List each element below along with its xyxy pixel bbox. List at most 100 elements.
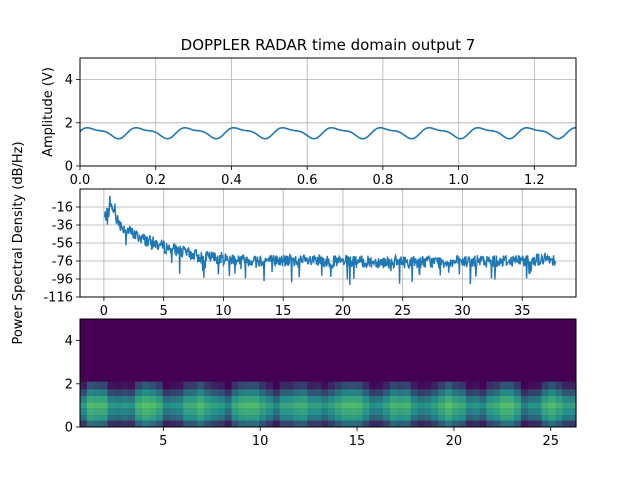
spectrogram-cell xyxy=(458,415,467,421)
spectrogram-cell xyxy=(266,420,274,427)
spectrogram-cell xyxy=(272,395,281,403)
spectrogram-cell xyxy=(183,402,191,409)
spectrogram-cell xyxy=(472,408,481,416)
spectrogram-cell xyxy=(486,381,494,390)
spectrogram-cell xyxy=(148,420,157,427)
spectrogram-cell xyxy=(410,415,419,421)
spectrogram-cell xyxy=(224,389,233,396)
spectrogram-cell xyxy=(183,408,191,416)
spectrogram-cell xyxy=(114,415,122,421)
y-tick-label: -116 xyxy=(43,291,73,306)
spectrogram-cell xyxy=(520,415,529,421)
spectrogram-cell xyxy=(279,408,288,416)
spectrogram-cell xyxy=(162,381,171,390)
spectrogram-cell xyxy=(259,415,267,421)
spectrogram-cell xyxy=(527,420,536,427)
spectrogram-cell xyxy=(500,395,508,403)
spectrogram-cell xyxy=(514,415,522,421)
spectrogram-cell xyxy=(362,389,370,396)
spectrogram-cell xyxy=(534,395,543,403)
spectrogram-cell xyxy=(114,389,122,396)
spectrogram-cell xyxy=(286,381,295,390)
spectrogram-cell xyxy=(238,402,246,409)
spectrogram-cell xyxy=(259,395,267,403)
spectrogram-cell xyxy=(135,402,143,409)
spectrogram-cell xyxy=(86,402,95,409)
spectrogram-cell xyxy=(266,381,274,390)
spectrogram-cell xyxy=(142,415,150,421)
spectrogram-cell xyxy=(128,395,136,403)
spectrogram-cell xyxy=(293,420,302,427)
spectrogram-cell xyxy=(362,402,370,409)
spectrogram-cell xyxy=(445,381,453,390)
spectrogram-cell xyxy=(534,389,543,396)
spectrogram-cell xyxy=(486,395,494,403)
spectrogram-cell xyxy=(562,395,570,403)
spectrogram-cell xyxy=(210,389,219,396)
spectrogram-cell xyxy=(307,420,315,427)
spectrogram-cell xyxy=(279,402,288,409)
spectrogram-cell xyxy=(569,389,577,396)
spectrogram-cell xyxy=(252,395,260,403)
spectrogram-cell xyxy=(383,420,391,427)
spectrogram-cell xyxy=(569,402,577,409)
spectrogram-cell xyxy=(321,420,329,427)
spectrogram-cell xyxy=(176,389,184,396)
spectrogram-cell xyxy=(252,402,260,409)
spectrogram-cell xyxy=(148,395,157,403)
spectrogram-cell xyxy=(396,381,405,390)
spectrogram-cell xyxy=(424,389,432,396)
spectrogram-cell xyxy=(135,381,143,390)
spectrogram-cell xyxy=(452,415,460,421)
x-tick-label: 25 xyxy=(543,434,560,449)
spectrogram-cell xyxy=(142,402,150,409)
spectrogram-cell xyxy=(369,395,377,403)
spectrogram-cell xyxy=(100,420,109,427)
spectrogram-cell xyxy=(383,408,391,416)
spectrogram-cell xyxy=(555,395,563,403)
spectrogram-cell xyxy=(80,415,88,421)
spectrogram-cell xyxy=(259,420,267,427)
spectrogram-cell xyxy=(548,420,556,427)
spectrogram-cell xyxy=(183,389,191,396)
spectrogram-cell xyxy=(252,389,260,396)
spectrogram-cell xyxy=(424,381,432,390)
spectrogram-cell xyxy=(458,420,467,427)
spectrogram-cell xyxy=(514,420,522,427)
y-tick-label: 2 xyxy=(65,377,73,392)
spectrogram-cell xyxy=(493,420,501,427)
x-tick-label: 10 xyxy=(252,434,269,449)
spectrogram-cell xyxy=(334,381,343,390)
spectrogram-cell xyxy=(431,389,439,396)
spectrogram-cell xyxy=(155,402,164,409)
y-tick-label: 4 xyxy=(65,73,73,88)
spectrogram-cell xyxy=(86,408,95,416)
spectrogram-cell xyxy=(383,402,391,409)
spectrogram-cell xyxy=(458,381,467,390)
spectrogram-cell xyxy=(431,420,439,427)
psd-ylabel: Power Spectral Density (dB/Hz) xyxy=(11,141,26,344)
spectrogram-cell xyxy=(286,415,295,421)
spectrogram-cell xyxy=(348,389,357,396)
spectrogram-cell xyxy=(417,408,426,416)
spectrogram-cell xyxy=(541,389,550,396)
spectrogram-cell xyxy=(135,420,143,427)
spectrogram-cell xyxy=(486,402,494,409)
spectrogram-cell xyxy=(390,415,398,421)
spectrogram-cell xyxy=(155,395,164,403)
y-tick-label: 0 xyxy=(65,160,73,175)
spectrogram-cell xyxy=(279,420,288,427)
time-domain-signal-line xyxy=(79,126,577,140)
spectrogram-cell xyxy=(286,420,295,427)
spectrogram-cell xyxy=(390,420,398,427)
spectrogram-cell xyxy=(148,402,157,409)
spectrogram-cell xyxy=(224,402,233,409)
spectrogram-cell xyxy=(321,389,329,396)
spectrogram-cell xyxy=(452,408,460,416)
spectrogram-cell xyxy=(452,395,460,403)
spectrogram-cell xyxy=(520,408,529,416)
spectrogram-cell xyxy=(162,402,171,409)
spectrogram-cell xyxy=(266,402,274,409)
spectrogram-cell xyxy=(569,381,577,390)
